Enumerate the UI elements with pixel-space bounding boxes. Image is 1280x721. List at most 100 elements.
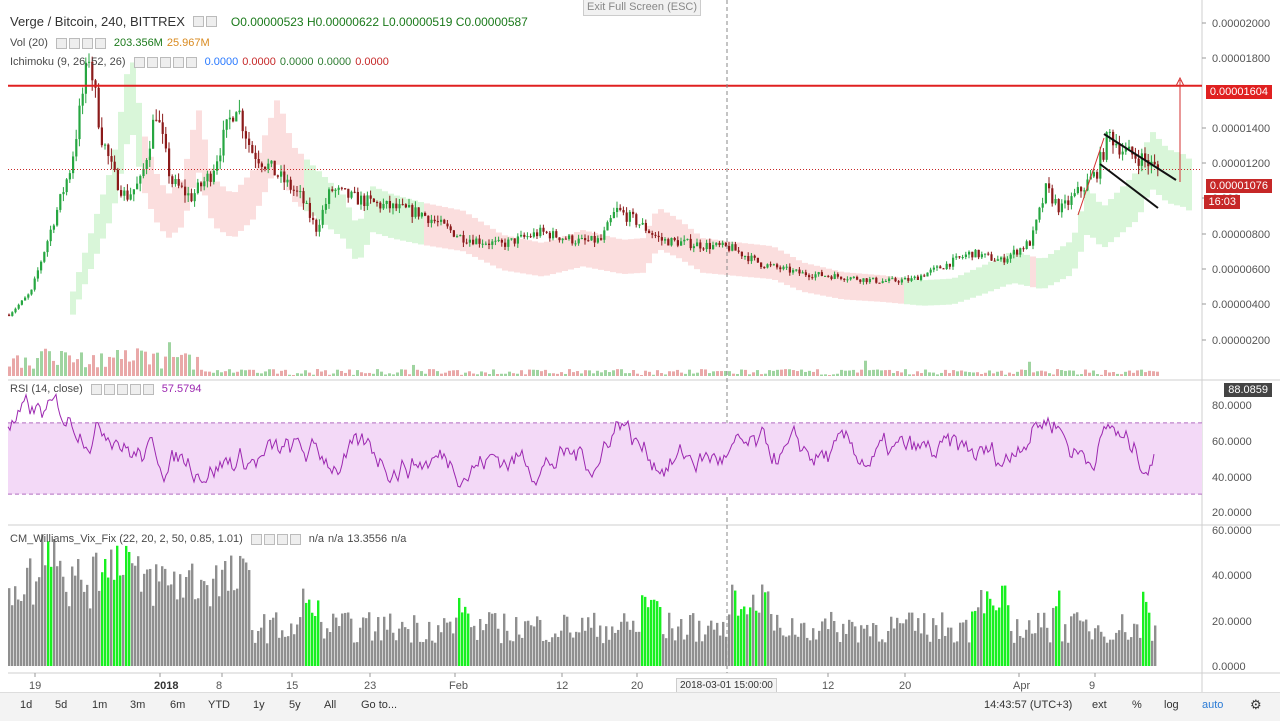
cloud-segment	[106, 175, 112, 224]
vix-bar	[1124, 632, 1127, 666]
vix-bar	[248, 570, 251, 666]
vix-bar	[407, 629, 410, 666]
volume-bar	[828, 374, 831, 376]
vix-bar	[1025, 629, 1028, 666]
candle-body	[459, 235, 462, 237]
rsi-axis-label: 80.0000	[1212, 400, 1252, 412]
candle-body	[788, 266, 791, 273]
volume-bar	[700, 369, 703, 376]
vix-bar	[635, 631, 638, 666]
rsi-controls[interactable]	[90, 383, 154, 395]
rsi-label[interactable]: RSI (14, close)	[10, 383, 83, 395]
vix-bar	[905, 619, 908, 666]
vix-bar	[296, 624, 299, 666]
vix-bar	[17, 599, 20, 666]
vix-controls[interactable]	[250, 533, 301, 545]
range-ytd[interactable]: YTD	[208, 699, 230, 711]
candle-body	[462, 235, 465, 243]
vix-bar	[764, 592, 767, 666]
symbol-controls[interactable]	[192, 16, 217, 27]
candle-body	[193, 193, 196, 202]
goto-button[interactable]: Go to...	[361, 699, 398, 711]
candle-body	[635, 214, 638, 225]
vix-bar	[1112, 639, 1115, 666]
vix-bar	[275, 612, 278, 666]
ichimoku-value-1: 0.0000	[204, 56, 239, 68]
candle-body	[1064, 200, 1067, 204]
volume-bar	[328, 374, 331, 376]
time-axis-label: 19	[29, 680, 41, 692]
vix-bar	[626, 621, 629, 666]
candle-body	[910, 278, 913, 281]
vix-bar	[989, 598, 992, 666]
candle-body	[955, 256, 958, 258]
exit-fullscreen-button[interactable]: Exit Full Screen (ESC)	[583, 0, 701, 16]
volume-bar	[372, 373, 375, 376]
vix-bar	[935, 625, 938, 666]
vix-bar	[977, 607, 980, 666]
volume-bar	[692, 373, 695, 376]
close-value: C0.00000587	[455, 14, 528, 29]
vix-bar	[812, 628, 815, 666]
candle-body	[59, 194, 62, 210]
candle-body	[593, 236, 596, 243]
volume-bar	[280, 370, 283, 376]
candle-body	[238, 110, 241, 113]
cloud-segment	[592, 232, 598, 269]
candle-body	[753, 255, 756, 258]
vix-bar	[1034, 633, 1037, 666]
vix-bar	[698, 620, 701, 666]
cloud-segment	[154, 173, 160, 223]
candle-body	[580, 238, 583, 240]
mode-percent[interactable]: %	[1132, 699, 1142, 711]
candle-body	[894, 278, 897, 282]
candle-body	[184, 186, 187, 196]
candle-body	[673, 238, 676, 241]
candle-body	[1102, 152, 1105, 160]
candle-body	[846, 279, 849, 281]
volume-controls[interactable]	[55, 37, 106, 49]
ichimoku-controls[interactable]	[133, 56, 197, 68]
volume-bar	[924, 369, 927, 376]
vix-bar	[1043, 612, 1046, 666]
range-5y[interactable]: 5y	[289, 699, 301, 711]
cloud-segment	[820, 267, 826, 296]
candle-body	[241, 110, 244, 132]
mode-auto[interactable]: auto	[1202, 699, 1224, 711]
vix-bar	[800, 623, 803, 666]
mode-ext[interactable]: ext	[1092, 699, 1107, 711]
volume-bar	[756, 370, 759, 376]
candle-body	[1096, 172, 1099, 179]
price-axis-label: 0.00000600	[1212, 264, 1270, 276]
candle-body	[43, 252, 46, 262]
range-1y[interactable]: 1y	[253, 699, 265, 711]
range-5d[interactable]: 5d	[55, 699, 68, 711]
volume-bar	[64, 352, 67, 376]
settings-gear-icon[interactable]: ⚙	[1250, 697, 1262, 712]
vix-bar	[956, 641, 959, 666]
ichimoku-value-2: 0.0000	[242, 56, 276, 68]
volume-bar	[1084, 369, 1087, 376]
volume-bar	[932, 372, 935, 376]
vix-bar	[428, 621, 431, 666]
cloud-segment	[1006, 253, 1012, 285]
volume-bar	[944, 369, 947, 376]
range-all[interactable]: All	[324, 699, 337, 711]
cloud-segment	[862, 273, 868, 301]
volume-bar	[704, 369, 707, 376]
vix-label[interactable]: CM_Williams_Vix_Fix (22, 20, 2, 50, 0.85…	[10, 533, 243, 545]
symbol-title[interactable]: Verge / Bitcoin, 240, BITTREX	[10, 14, 185, 29]
volume-bar	[820, 374, 823, 376]
ichimoku-label[interactable]: Ichimoku (9, 26, 52, 26)	[10, 56, 126, 68]
range-3m[interactable]: 3m	[130, 699, 146, 711]
range-6m[interactable]: 6m	[170, 699, 186, 711]
vix-bar	[467, 613, 470, 666]
cloud-segment	[538, 242, 544, 277]
candle-body	[1070, 196, 1073, 205]
vix-bar	[491, 613, 494, 666]
range-1m[interactable]: 1m	[92, 699, 108, 711]
mode-log[interactable]: log	[1164, 699, 1179, 711]
volume-label[interactable]: Vol (20)	[10, 37, 48, 49]
range-1d[interactable]: 1d	[20, 699, 33, 711]
